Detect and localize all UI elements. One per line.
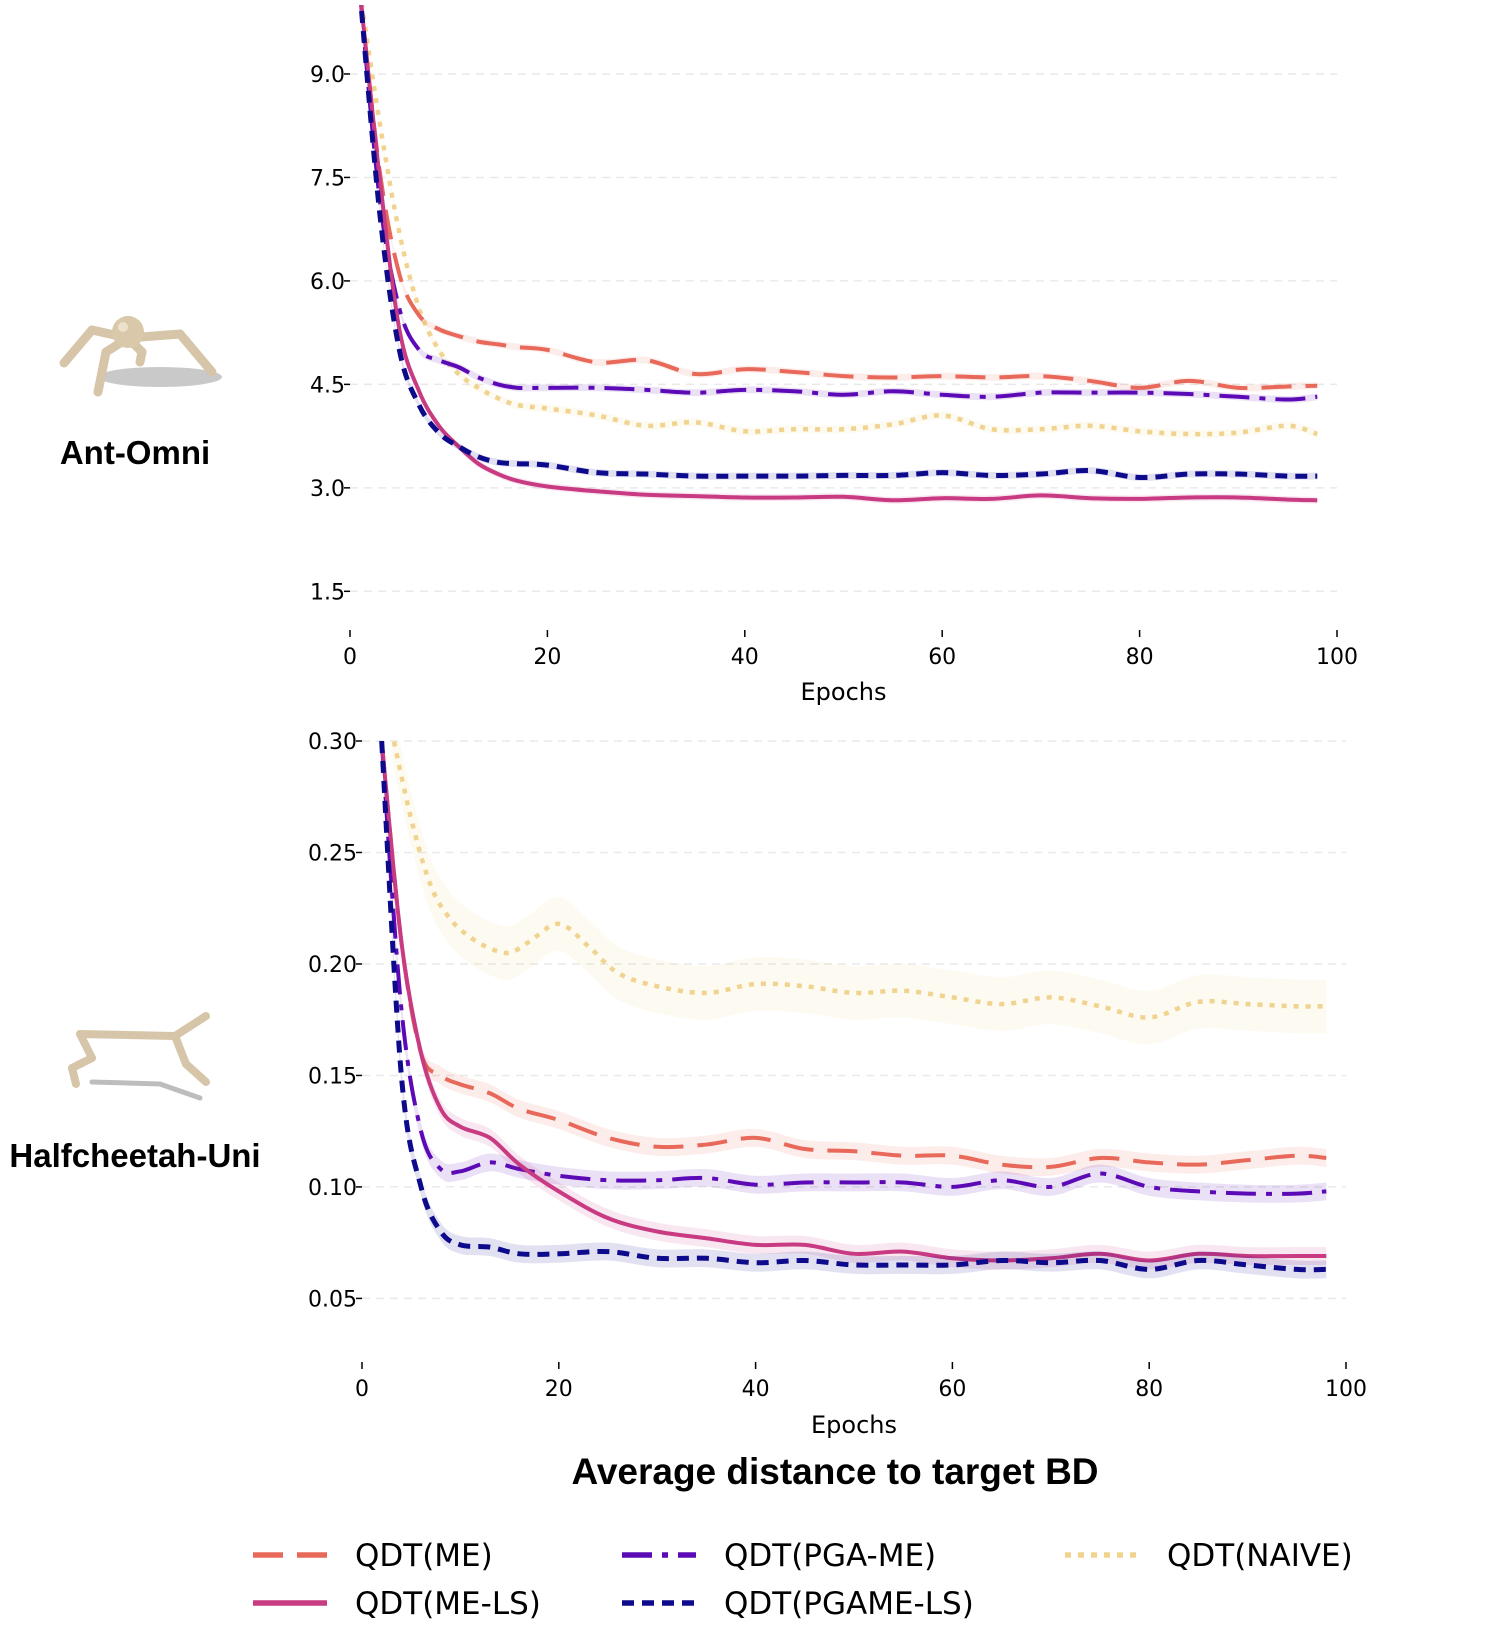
x-tick-label: 20 [545, 1377, 573, 1402]
legend-item-me: QDT(ME) [253, 1538, 493, 1574]
x-tick-label: 80 [1135, 1377, 1163, 1402]
x-tick-label: 40 [742, 1377, 770, 1402]
y-tick-label: 9.0 [310, 63, 345, 88]
series-line-pgamels [358, 5, 1318, 481]
series-band-me [360, 5, 1318, 392]
series-line-me [359, 5, 1318, 391]
y-tick-label: 0.25 [308, 841, 357, 866]
legend-label-me: QDT(ME) [355, 1538, 493, 1574]
series-line-pgamels [379, 741, 1327, 1273]
x-tick-label: 0 [343, 645, 357, 670]
y-tick-label: 7.5 [310, 166, 345, 191]
series-line-mels [359, 5, 1318, 503]
x-axis-label: Epochs [801, 678, 887, 706]
ant-robot-icon [59, 316, 222, 397]
legend-item-pgamels: QDT(PGAME-LS) [622, 1586, 974, 1622]
series-band-pga [360, 5, 1318, 403]
y-tick-label: 1.5 [310, 580, 345, 605]
series-line-me [379, 741, 1327, 1170]
legend-item-mels: QDT(ME-LS) [253, 1586, 541, 1622]
y-tick-label: 6.0 [310, 270, 345, 295]
y-tick-label: 3.0 [310, 477, 345, 502]
y-tick-label: 4.5 [310, 373, 345, 398]
legend-item-pga: QDT(PGA-ME) [622, 1538, 936, 1574]
y-tick-label: 0.15 [308, 1064, 357, 1089]
series-line-naive [391, 741, 1327, 1020]
x-tick-label: 100 [1325, 1377, 1367, 1402]
x-tick-label: 60 [928, 645, 956, 670]
series-band-naive [391, 741, 1327, 1045]
env-label-ant-omni: Ant-Omni [60, 434, 210, 471]
halfcheetah-uni-plot: 0.05 0.10 0.15 0.20 0.25 0.30 0 20 40 60 80 100 Epoc… [308, 730, 1367, 1439]
series-band-pgamels [360, 5, 1318, 481]
legend-label-mels: QDT(ME-LS) [355, 1586, 541, 1622]
legend-label-pgamels: QDT(PGAME-LS) [724, 1586, 974, 1622]
legend-label-naive: QDT(NAIVE) [1167, 1538, 1353, 1574]
x-axis-label: Epochs [811, 1411, 897, 1439]
halfcheetah-robot-icon [68, 1012, 210, 1101]
x-tick-label: 80 [1126, 645, 1154, 670]
env-label-halfcheetah-uni: Halfcheetah-Uni [9, 1137, 260, 1174]
y-tick-label: 0.30 [308, 730, 357, 755]
figure-title: Average distance to target BD [571, 1451, 1098, 1492]
ant-omni-plot: 1.5 3.0 4.5 6.0 7.5 9.0 0 20 40 60 80 100 Epochs [310, 5, 1358, 706]
series-line-mels [379, 741, 1327, 1263]
y-tick-label: 0.05 [308, 1287, 357, 1312]
legend-item-naive: QDT(NAIVE) [1065, 1538, 1353, 1574]
x-tick-label: 60 [938, 1377, 966, 1402]
x-tick-label: 0 [355, 1377, 369, 1402]
y-tick-label: 0.20 [308, 953, 357, 978]
series-line-pga [359, 5, 1318, 402]
series-line-pga [379, 741, 1327, 1196]
legend: QDT(ME) QDT(PGA-ME) QDT(NAIVE) QDT(ME-LS) QD… [253, 1538, 1353, 1622]
x-tick-label: 40 [731, 645, 759, 670]
x-tick-label: 20 [533, 645, 561, 670]
series-line-naive [359, 5, 1318, 437]
x-tick-label: 100 [1316, 645, 1358, 670]
y-tick-label: 0.10 [308, 1176, 357, 1201]
legend-label-pga: QDT(PGA-ME) [724, 1538, 936, 1574]
